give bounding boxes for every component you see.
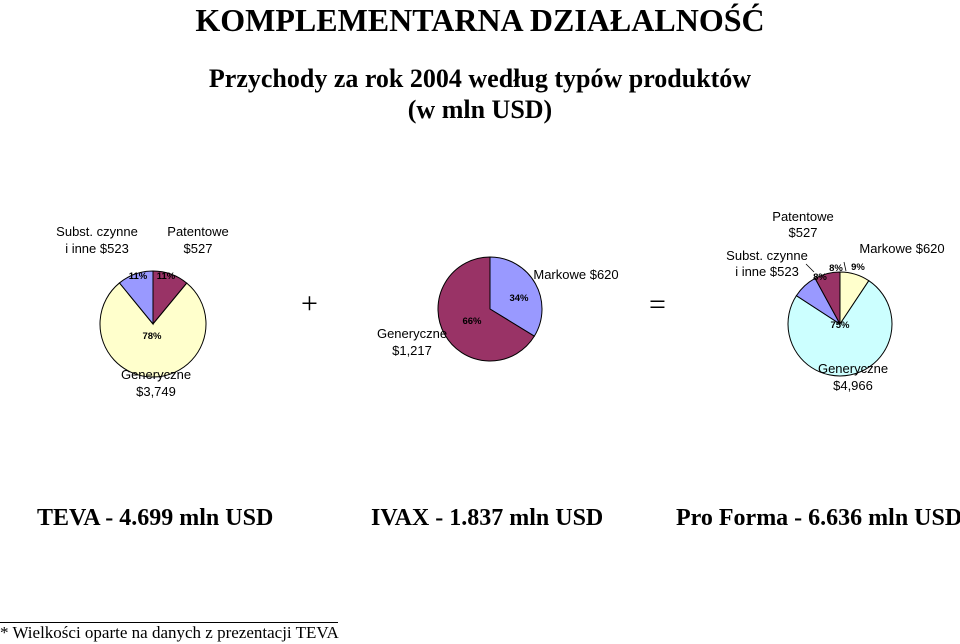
ivax-slice-0 — [489, 256, 543, 337]
proforma-leader-subst — [805, 263, 815, 273]
ivax-slice-1 — [437, 256, 536, 362]
teva-label-subst-2: i inne $523 — [65, 241, 129, 256]
total-teva: TEVA - 4.699 mln USD — [37, 505, 274, 531]
proforma-pct-subst: 8% — [813, 272, 827, 283]
proforma-label-subst-2: i inne $523 — [735, 264, 799, 279]
proforma-pct-patentowe: 8% — [829, 263, 843, 274]
ivax-pct-generyczne: 66% — [462, 316, 482, 327]
teva-label-patentowe-1: Patentowe — [167, 224, 228, 239]
proforma-label-markowe: Markowe $620 — [859, 241, 944, 256]
equals-sign: = — [649, 288, 666, 321]
proforma-label-generyczne-1: Generyczne — [818, 361, 888, 376]
subtitle-line-1: Przychody za rok 2004 według typów produ… — [208, 64, 752, 93]
teva-slice-0 — [99, 282, 207, 378]
teva-pct-patentowe: 11% — [157, 271, 176, 282]
subtitle-line-2: (w mln USD) — [407, 95, 553, 124]
proforma-slice-2 — [814, 271, 841, 325]
teva-label-subst-1: Subst. czynne — [56, 224, 138, 239]
ivax-pct-markowe: 34% — [509, 293, 529, 304]
ivax-label-markowe: Markowe $620 — [533, 267, 618, 282]
page-title: KOMPLEMENTARNA DZIAŁALNOŚĆ — [195, 2, 765, 38]
teva-pct-generyczne: 78% — [142, 331, 162, 342]
footnote: * Wielkości oparte na danych z prezentac… — [0, 622, 339, 642]
proforma-label-subst-1: Subst. czynne — [726, 248, 808, 263]
teva-pct-subst: 11% — [129, 271, 148, 282]
ivax-label-generyczne-1: Generyczne — [377, 326, 447, 341]
teva-label-patentowe-2: $527 — [184, 241, 213, 256]
proforma-label-patentowe-1: Patentowe — [772, 209, 833, 224]
teva-label-generyczne-1: Generyczne — [121, 367, 191, 382]
total-ivax: IVAX - 1.837 mln USD — [371, 505, 604, 531]
proforma-leader-markowe — [843, 261, 847, 272]
proforma-pct-markowe: 9% — [851, 262, 865, 273]
teva-label-generyczne-2: $3,749 — [136, 384, 176, 399]
teva-slice-1 — [118, 270, 154, 326]
plus-sign: + — [301, 287, 318, 320]
proforma-label-patentowe-2: $527 — [789, 225, 818, 240]
ivax-label-generyczne-2: $1,217 — [392, 343, 432, 358]
proforma-pct-generyczne: 75% — [830, 320, 850, 331]
proforma-slice-0 — [787, 280, 893, 377]
proforma-label-generyczne-2: $4,966 — [833, 378, 873, 393]
total-proforma: Pro Forma - 6.636 mln USD — [676, 505, 960, 531]
